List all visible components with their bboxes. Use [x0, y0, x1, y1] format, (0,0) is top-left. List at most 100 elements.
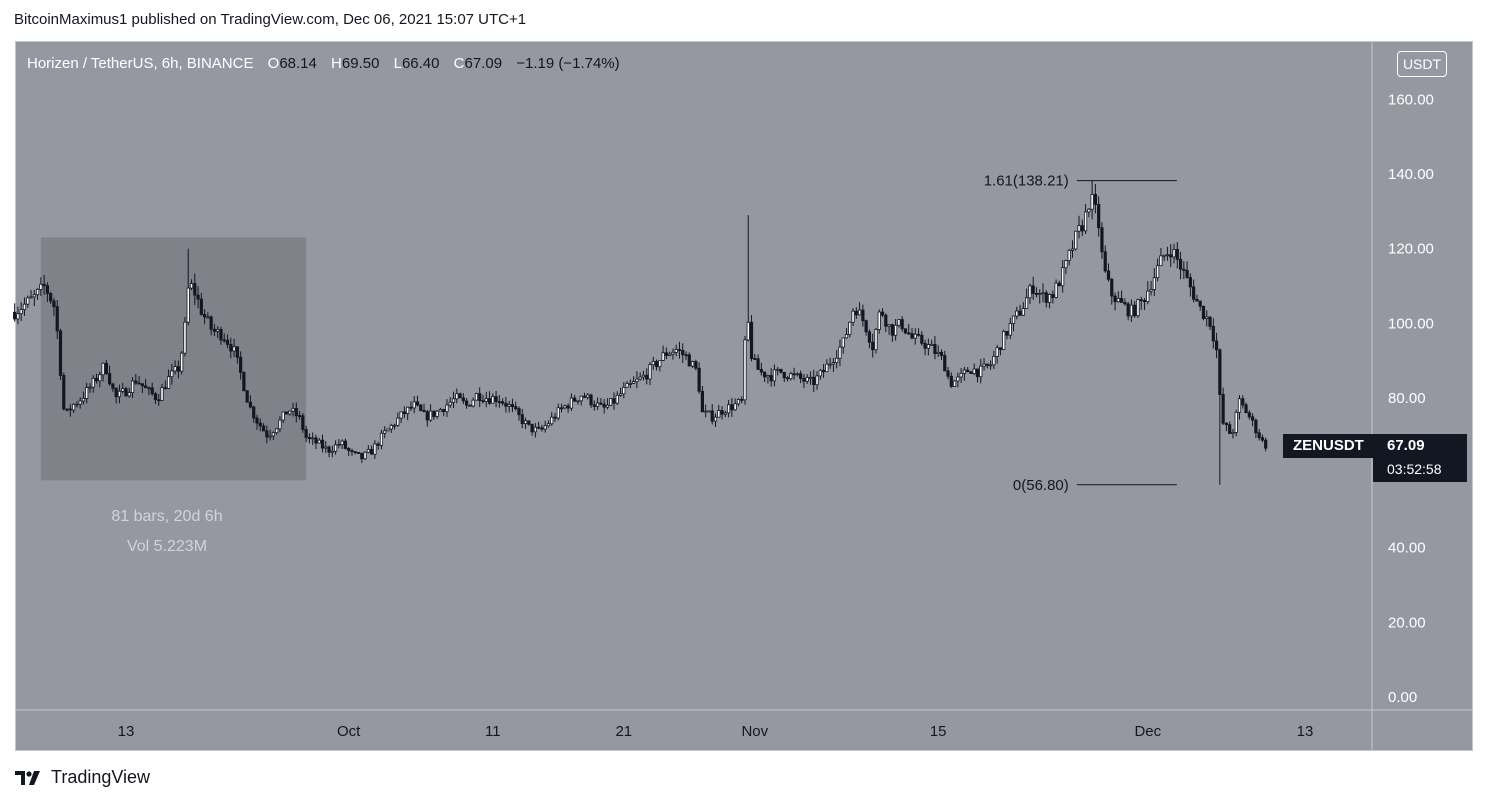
- candle: [239, 351, 243, 380]
- candle: [330, 445, 334, 458]
- candle: [442, 408, 446, 417]
- candle: [409, 401, 413, 412]
- candle: [795, 372, 799, 377]
- candle: [1025, 288, 1029, 309]
- candle: [995, 344, 999, 364]
- y-tick-label: 40.00: [1388, 540, 1426, 557]
- candle: [632, 376, 636, 384]
- candle: [288, 410, 292, 416]
- candle: [854, 307, 858, 319]
- candle: [674, 344, 678, 357]
- candle: [1208, 316, 1212, 331]
- candle: [484, 391, 488, 408]
- candle: [108, 365, 112, 386]
- candle: [828, 357, 832, 369]
- candle: [985, 363, 989, 369]
- candle: [992, 350, 996, 370]
- candle: [599, 398, 603, 406]
- candle: [242, 371, 246, 392]
- candle: [1257, 428, 1261, 441]
- candle: [497, 395, 501, 408]
- candle: [494, 391, 498, 408]
- candle: [81, 391, 86, 405]
- candle: [376, 441, 380, 450]
- candle: [661, 345, 665, 362]
- candle: [1129, 299, 1134, 322]
- candle: [913, 328, 917, 345]
- candle: [225, 334, 230, 349]
- candle: [373, 440, 377, 459]
- candle: [625, 381, 629, 388]
- candle: [789, 371, 793, 381]
- footer-brand[interactable]: TradingView: [15, 767, 150, 788]
- candle: [176, 360, 180, 379]
- candle: [1139, 296, 1143, 310]
- candle: [1205, 310, 1209, 327]
- high-label: H: [331, 55, 342, 72]
- candle: [39, 277, 43, 296]
- candle: [278, 416, 282, 433]
- candle: [144, 378, 148, 389]
- candle: [651, 356, 655, 370]
- candle: [687, 352, 691, 367]
- candle: [271, 431, 275, 440]
- candle: [1175, 241, 1179, 269]
- candle: [117, 384, 122, 404]
- candle: [1133, 301, 1137, 318]
- candle: [55, 300, 59, 339]
- candle: [386, 428, 390, 432]
- candle: [389, 423, 393, 433]
- candle: [533, 423, 537, 438]
- candle: [163, 380, 167, 390]
- candle: [114, 387, 118, 404]
- candle: [920, 331, 924, 346]
- candle: [1172, 243, 1176, 264]
- x-tick-label: Oct: [337, 723, 361, 740]
- candle: [350, 448, 354, 456]
- candle: [1018, 304, 1022, 317]
- candle: [871, 333, 875, 358]
- candle: [1192, 279, 1196, 303]
- candle: [419, 403, 423, 412]
- candle: [166, 369, 171, 389]
- candle: [258, 418, 262, 432]
- candle: [753, 353, 757, 360]
- candle: [1149, 280, 1153, 296]
- candle: [402, 406, 406, 419]
- candle: [1126, 301, 1130, 321]
- candle: [933, 336, 937, 360]
- candle: [923, 339, 927, 356]
- candle: [147, 386, 151, 396]
- candle: [569, 393, 574, 411]
- candle: [415, 395, 420, 407]
- candle: [894, 318, 898, 341]
- candle: [618, 387, 623, 397]
- candle: [464, 398, 469, 409]
- candle: [85, 382, 89, 404]
- candle: [884, 313, 888, 333]
- candle: [1044, 290, 1048, 308]
- candle: [573, 395, 577, 403]
- candle: [841, 337, 845, 354]
- candle: [383, 426, 387, 439]
- range-bars-label: 81 bars, 20d 6h: [111, 508, 223, 525]
- candle: [1214, 332, 1219, 359]
- candle: [124, 386, 128, 397]
- candle: [307, 433, 312, 444]
- candle: [635, 371, 639, 389]
- candle: [916, 328, 921, 337]
- candle: [776, 367, 780, 376]
- currency-button[interactable]: USDT: [1397, 51, 1447, 77]
- candle: [304, 425, 308, 443]
- candle: [723, 410, 727, 418]
- candle: [1251, 413, 1255, 427]
- candle: [432, 410, 436, 420]
- candle: [435, 410, 439, 419]
- candle: [1074, 230, 1078, 251]
- candle: [694, 359, 698, 371]
- candle: [1123, 298, 1127, 306]
- candle: [707, 410, 711, 413]
- bar-countdown: 03:52:58: [1387, 461, 1442, 477]
- candle: [235, 346, 239, 364]
